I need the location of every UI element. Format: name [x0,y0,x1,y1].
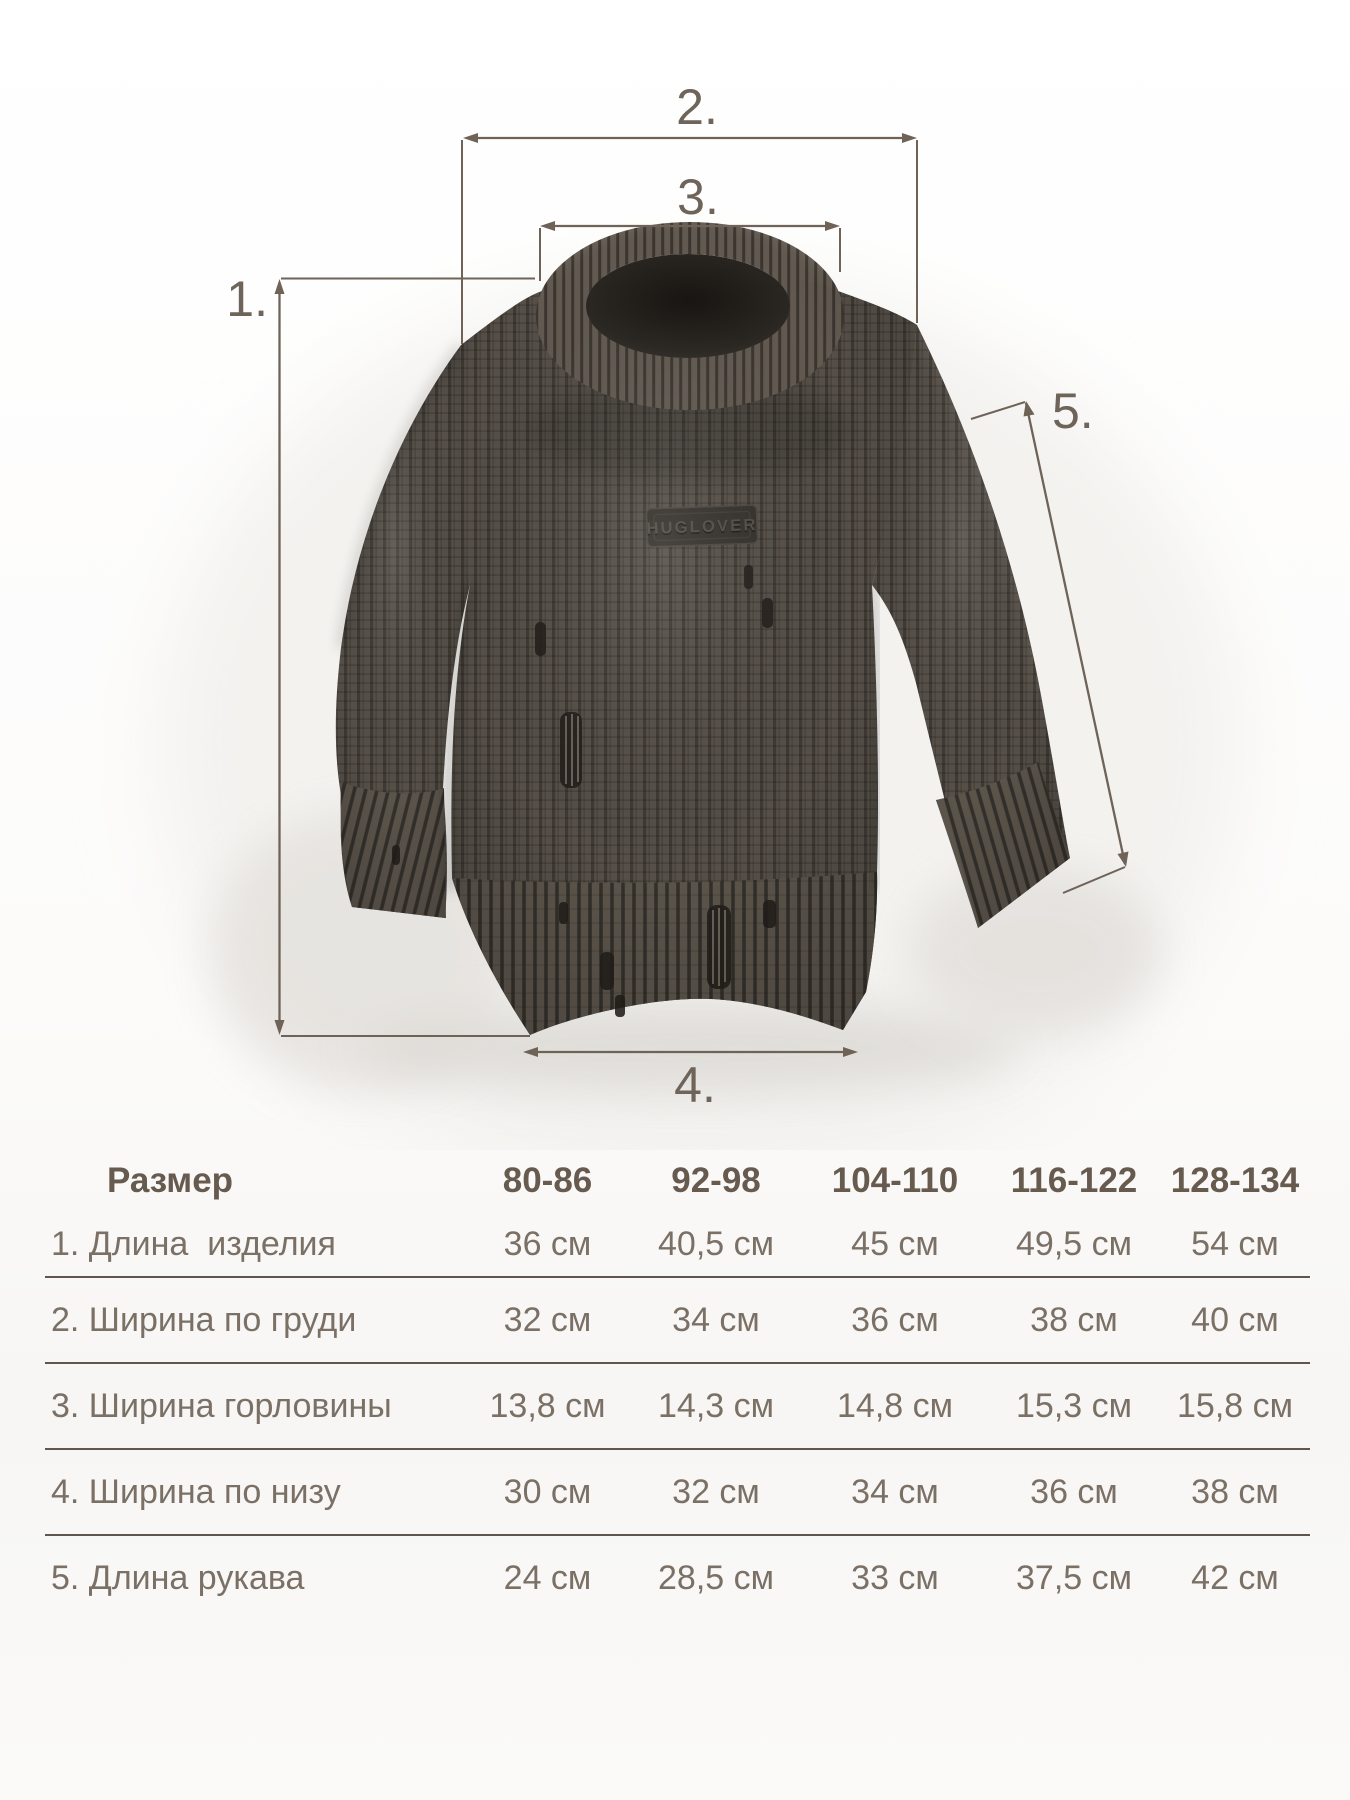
row-label: 3. Ширина горловины [51,1386,392,1425]
size-header-104-110: 104-110 [831,1161,959,1200]
measurement-line-2 [461,136,918,344]
table-cell: 34 см [672,1300,760,1339]
measurement-label-1: 1. [226,271,268,327]
size-header-80-86: 80-86 [502,1161,593,1200]
table-row-neck-width: 3. Ширина горловины 13,8 см 14,3 см 14,8… [45,1362,1310,1448]
size-header-92-98: 92-98 [671,1161,761,1200]
table-cell: 34 см [851,1472,939,1511]
table-cell: 15,8 см [1177,1386,1293,1425]
size-table: Размер 80-86 92-98 104-110 116-122 128-1… [45,1150,1310,1620]
table-cell: 36 см [503,1224,592,1263]
table-cell: 38 см [1030,1300,1118,1339]
measurement-label-3: 3. [677,169,719,225]
size-header-116-122: 116-122 [1010,1161,1138,1200]
table-cell: 42 см [1191,1558,1279,1597]
table-row-chest-width: 2. Ширина по груди 32 см 34 см 36 см 38 … [45,1276,1310,1362]
table-row-length: 1. Длина изделия 36 см 40,5 см 45 см 49,… [45,1212,1310,1276]
measurement-line-5 [970,401,1127,894]
size-column-title: Размер [107,1161,234,1200]
table-cell: 24 см [503,1558,592,1597]
measurement-line-1 [278,277,535,1037]
measurement-lines [278,136,1127,1054]
measurement-label-2: 2. [676,79,718,135]
sweater-photo: HUGLOVER HUGLOVER [335,213,1070,1035]
table-cell: 36 см [1030,1472,1118,1511]
table-cell: 28,5 см [658,1558,774,1597]
table-cell: 45 см [851,1224,939,1263]
row-label: 2. Ширина по груди [51,1300,357,1339]
measurement-labels: 1. 2. 3. 4. 5. [226,79,1093,1113]
table-cell: 40 см [1191,1300,1279,1339]
size-table-header: Размер 80-86 92-98 104-110 116-122 128-1… [45,1150,1310,1212]
row-label: 4. Ширина по низу [51,1472,341,1511]
table-cell: 15,3 см [1016,1386,1132,1425]
table-cell: 54 см [1191,1224,1279,1263]
table-row-sleeve-length: 5. Длина рукава 24 см 28,5 см 33 см 37,5… [45,1534,1310,1620]
sweater-measurement-diagram: HUGLOVER HUGLOVER [160,79,1240,1150]
table-cell: 38 см [1191,1472,1279,1511]
table-cell: 13,8 см [489,1386,606,1425]
table-cell: 14,8 см [837,1386,953,1425]
table-cell: 14,3 см [658,1386,774,1425]
table-cell: 40,5 см [658,1224,774,1263]
table-row-bottom-width: 4. Ширина по низу 30 см 32 см 34 см 36 с… [45,1448,1310,1534]
measurement-label-4: 4. [674,1057,716,1113]
table-cell: 36 см [851,1300,939,1339]
row-label: 5. Длина рукава [51,1558,305,1597]
measurement-label-5: 5. [1052,383,1094,439]
table-cell: 30 см [503,1472,592,1511]
table-cell: 37,5 см [1016,1558,1132,1597]
measurement-line-3 [539,224,841,281]
table-cell: 32 см [503,1300,592,1339]
size-header-128-134: 128-134 [1170,1161,1300,1200]
table-cell: 49,5 см [1016,1224,1132,1263]
measurement-arrows [274,133,1129,1057]
table-cell: 32 см [672,1472,760,1511]
table-cell: 33 см [851,1558,939,1597]
row-label: 1. Длина изделия [51,1224,336,1263]
